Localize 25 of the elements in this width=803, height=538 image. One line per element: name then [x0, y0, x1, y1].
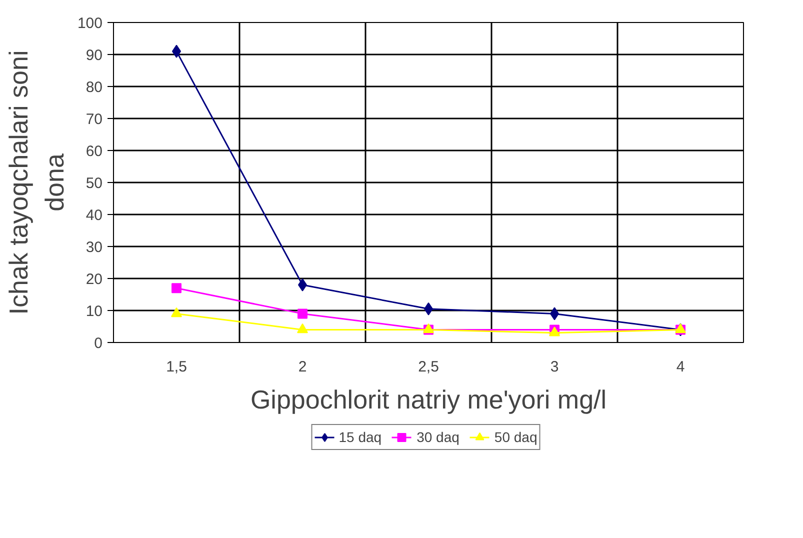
- point: [298, 308, 308, 319]
- x-tick-label: 2: [298, 358, 307, 376]
- y-tick-label: 70: [86, 111, 103, 128]
- y-tick-label: 40: [86, 207, 103, 224]
- point: [297, 323, 308, 334]
- point: [172, 283, 182, 294]
- y-tick-label: 30: [86, 239, 103, 256]
- y-tick-label: 20: [86, 271, 103, 288]
- y-tick-label: 60: [86, 143, 103, 160]
- y-axis-title: Ichak tayoqchalari soni dona: [3, 50, 70, 315]
- x-axis-title: Gippochlorit natriy me'yori mg/l: [250, 384, 607, 414]
- legend-label: 50 daq: [494, 429, 538, 445]
- y-tick-label: 90: [86, 47, 103, 64]
- y-tick-label: 100: [77, 15, 103, 32]
- legend-label: 30 daq: [416, 429, 460, 445]
- x-tick-label: 3: [550, 358, 559, 376]
- y-tick-label: 10: [86, 303, 103, 320]
- x-tick-label: 2,5: [418, 358, 439, 376]
- legend-label: 15 daq: [338, 429, 382, 445]
- x-tick-label: 1,5: [166, 358, 187, 376]
- point: [171, 307, 182, 318]
- y-tick-label: 80: [86, 79, 103, 96]
- y-tick-label: 0: [94, 335, 102, 352]
- y-tick-label: 50: [86, 175, 103, 192]
- x-tick-label: 4: [676, 358, 685, 376]
